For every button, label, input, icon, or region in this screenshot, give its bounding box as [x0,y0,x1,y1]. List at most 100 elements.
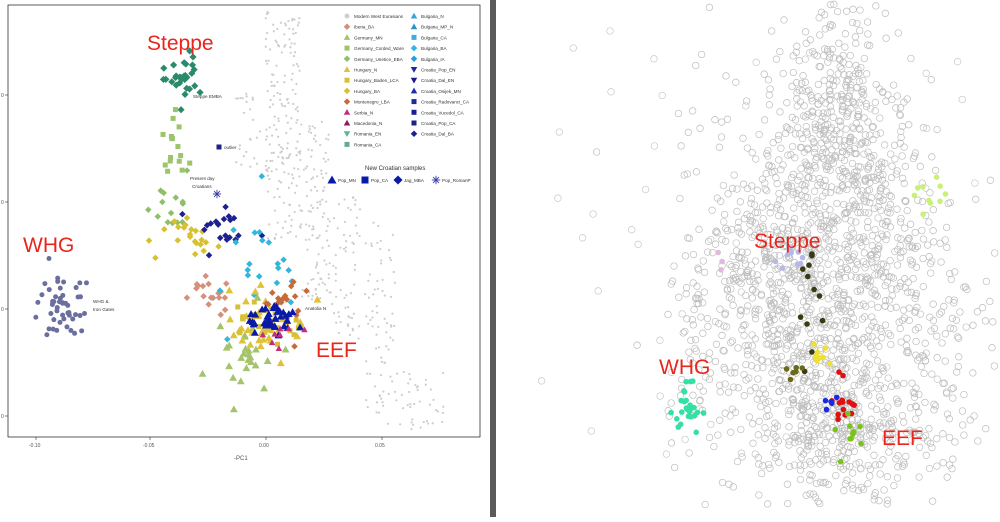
sample-point [237,324,246,332]
modern-sample-point [269,98,272,102]
modern-sample-point [328,220,331,223]
reference-sample-point [701,500,709,509]
sample-point [276,325,284,332]
modern-sample-point [284,220,287,223]
sample-point [256,342,265,350]
reference-sample-point [859,378,867,387]
reference-sample-point [748,217,756,225]
reference-sample-point [883,263,891,271]
sample-point [225,341,234,349]
reference-sample-point [915,429,923,438]
reference-sample-point [868,313,876,321]
reference-sample-point [790,352,798,360]
reference-sample-point [838,300,846,308]
reference-sample-point [834,335,842,343]
sample-point [145,237,153,244]
reference-sample-point [854,349,863,358]
reference-sample-point [716,305,724,313]
modern-sample-point [273,209,276,212]
reference-sample-point [811,271,819,279]
reference-sample-point [656,336,664,344]
reference-sample-point [650,142,659,150]
reference-sample-point [719,181,728,190]
reference-sample-point [942,388,951,396]
reference-sample-point [736,306,745,314]
annotation-steppe_emba: Steppe EMBA [193,94,223,99]
reference-sample-point [628,226,636,234]
reference-sample-point [820,145,828,153]
reference-sample-point [795,402,803,410]
modern-sample-point [267,59,270,62]
reference-sample-point [886,256,894,265]
annotation-anatolia: Anatolia N [305,306,326,311]
modern-sample-point [275,64,278,67]
ancient-sample-point [799,365,805,371]
modern-sample-point [347,206,350,209]
modern-sample-point [272,151,275,154]
legend-key [343,23,351,30]
reference-sample-point [840,355,848,363]
reference-sample-point [699,299,707,307]
reference-sample-point [789,355,797,363]
reference-sample-point [880,486,888,494]
serbia-n-points [259,325,308,352]
reference-sample-point [843,454,851,462]
reference-sample-point [746,387,755,395]
sample-point [237,353,246,361]
reference-sample-point [744,266,752,275]
sample-point [50,326,56,332]
reference-sample-point [719,346,727,355]
sample-point [180,224,188,231]
reference-sample-point [752,155,760,163]
reference-sample-point [863,18,872,26]
modern-sample-point [264,138,268,141]
sample-point [259,237,266,244]
modern-sample-point [326,239,329,242]
reference-sample-point [940,302,948,311]
unetice-points [145,167,191,227]
reference-sample-point [715,320,723,328]
legend-label: Germany_Unetice_EBA [354,57,404,62]
modern-sample-point [270,170,273,173]
reference-sample-point [805,308,814,317]
reference-sample-point [748,362,756,370]
sample-point [172,107,178,113]
sample-point [251,229,258,236]
modern-sample-point [249,165,252,168]
reference-sample-point [855,69,863,77]
reference-sample-point [743,268,751,276]
reference-sample-point [930,406,938,414]
modern-sample-point [281,147,285,150]
reference-sample-point [784,151,792,159]
reference-sample-point [763,405,772,414]
reference-sample-point [901,224,909,232]
ancient-sample-point [827,360,833,367]
reference-sample-point [871,489,880,497]
sample-point [54,305,60,311]
reference-sample-point [691,294,700,302]
reference-sample-point [943,243,951,252]
modern-sample-point [429,388,432,391]
ancient-sample-point [806,262,812,269]
reference-sample-point [685,348,693,356]
reference-sample-point [823,307,831,315]
modern-sample-point [239,96,242,100]
reference-sample-point [930,324,939,333]
reference-sample-point [766,85,774,93]
modern-sample-point [271,103,275,106]
reference-sample-point [704,322,712,331]
reference-sample-point [919,235,928,243]
reference-sample-point [860,91,868,99]
panel-divider [490,0,496,517]
reference-sample-point [777,303,786,311]
sample-point [225,286,234,294]
modern-sample-point [308,238,311,241]
reference-sample-point [802,113,810,121]
ancient-sample-point [835,416,841,423]
reference-sample-point [806,366,814,374]
reference-sample-point [849,237,857,245]
reference-sample-point [920,369,928,378]
reference-sample-point [785,410,793,419]
reference-sample-point [869,437,877,445]
reference-sample-point [864,165,872,173]
